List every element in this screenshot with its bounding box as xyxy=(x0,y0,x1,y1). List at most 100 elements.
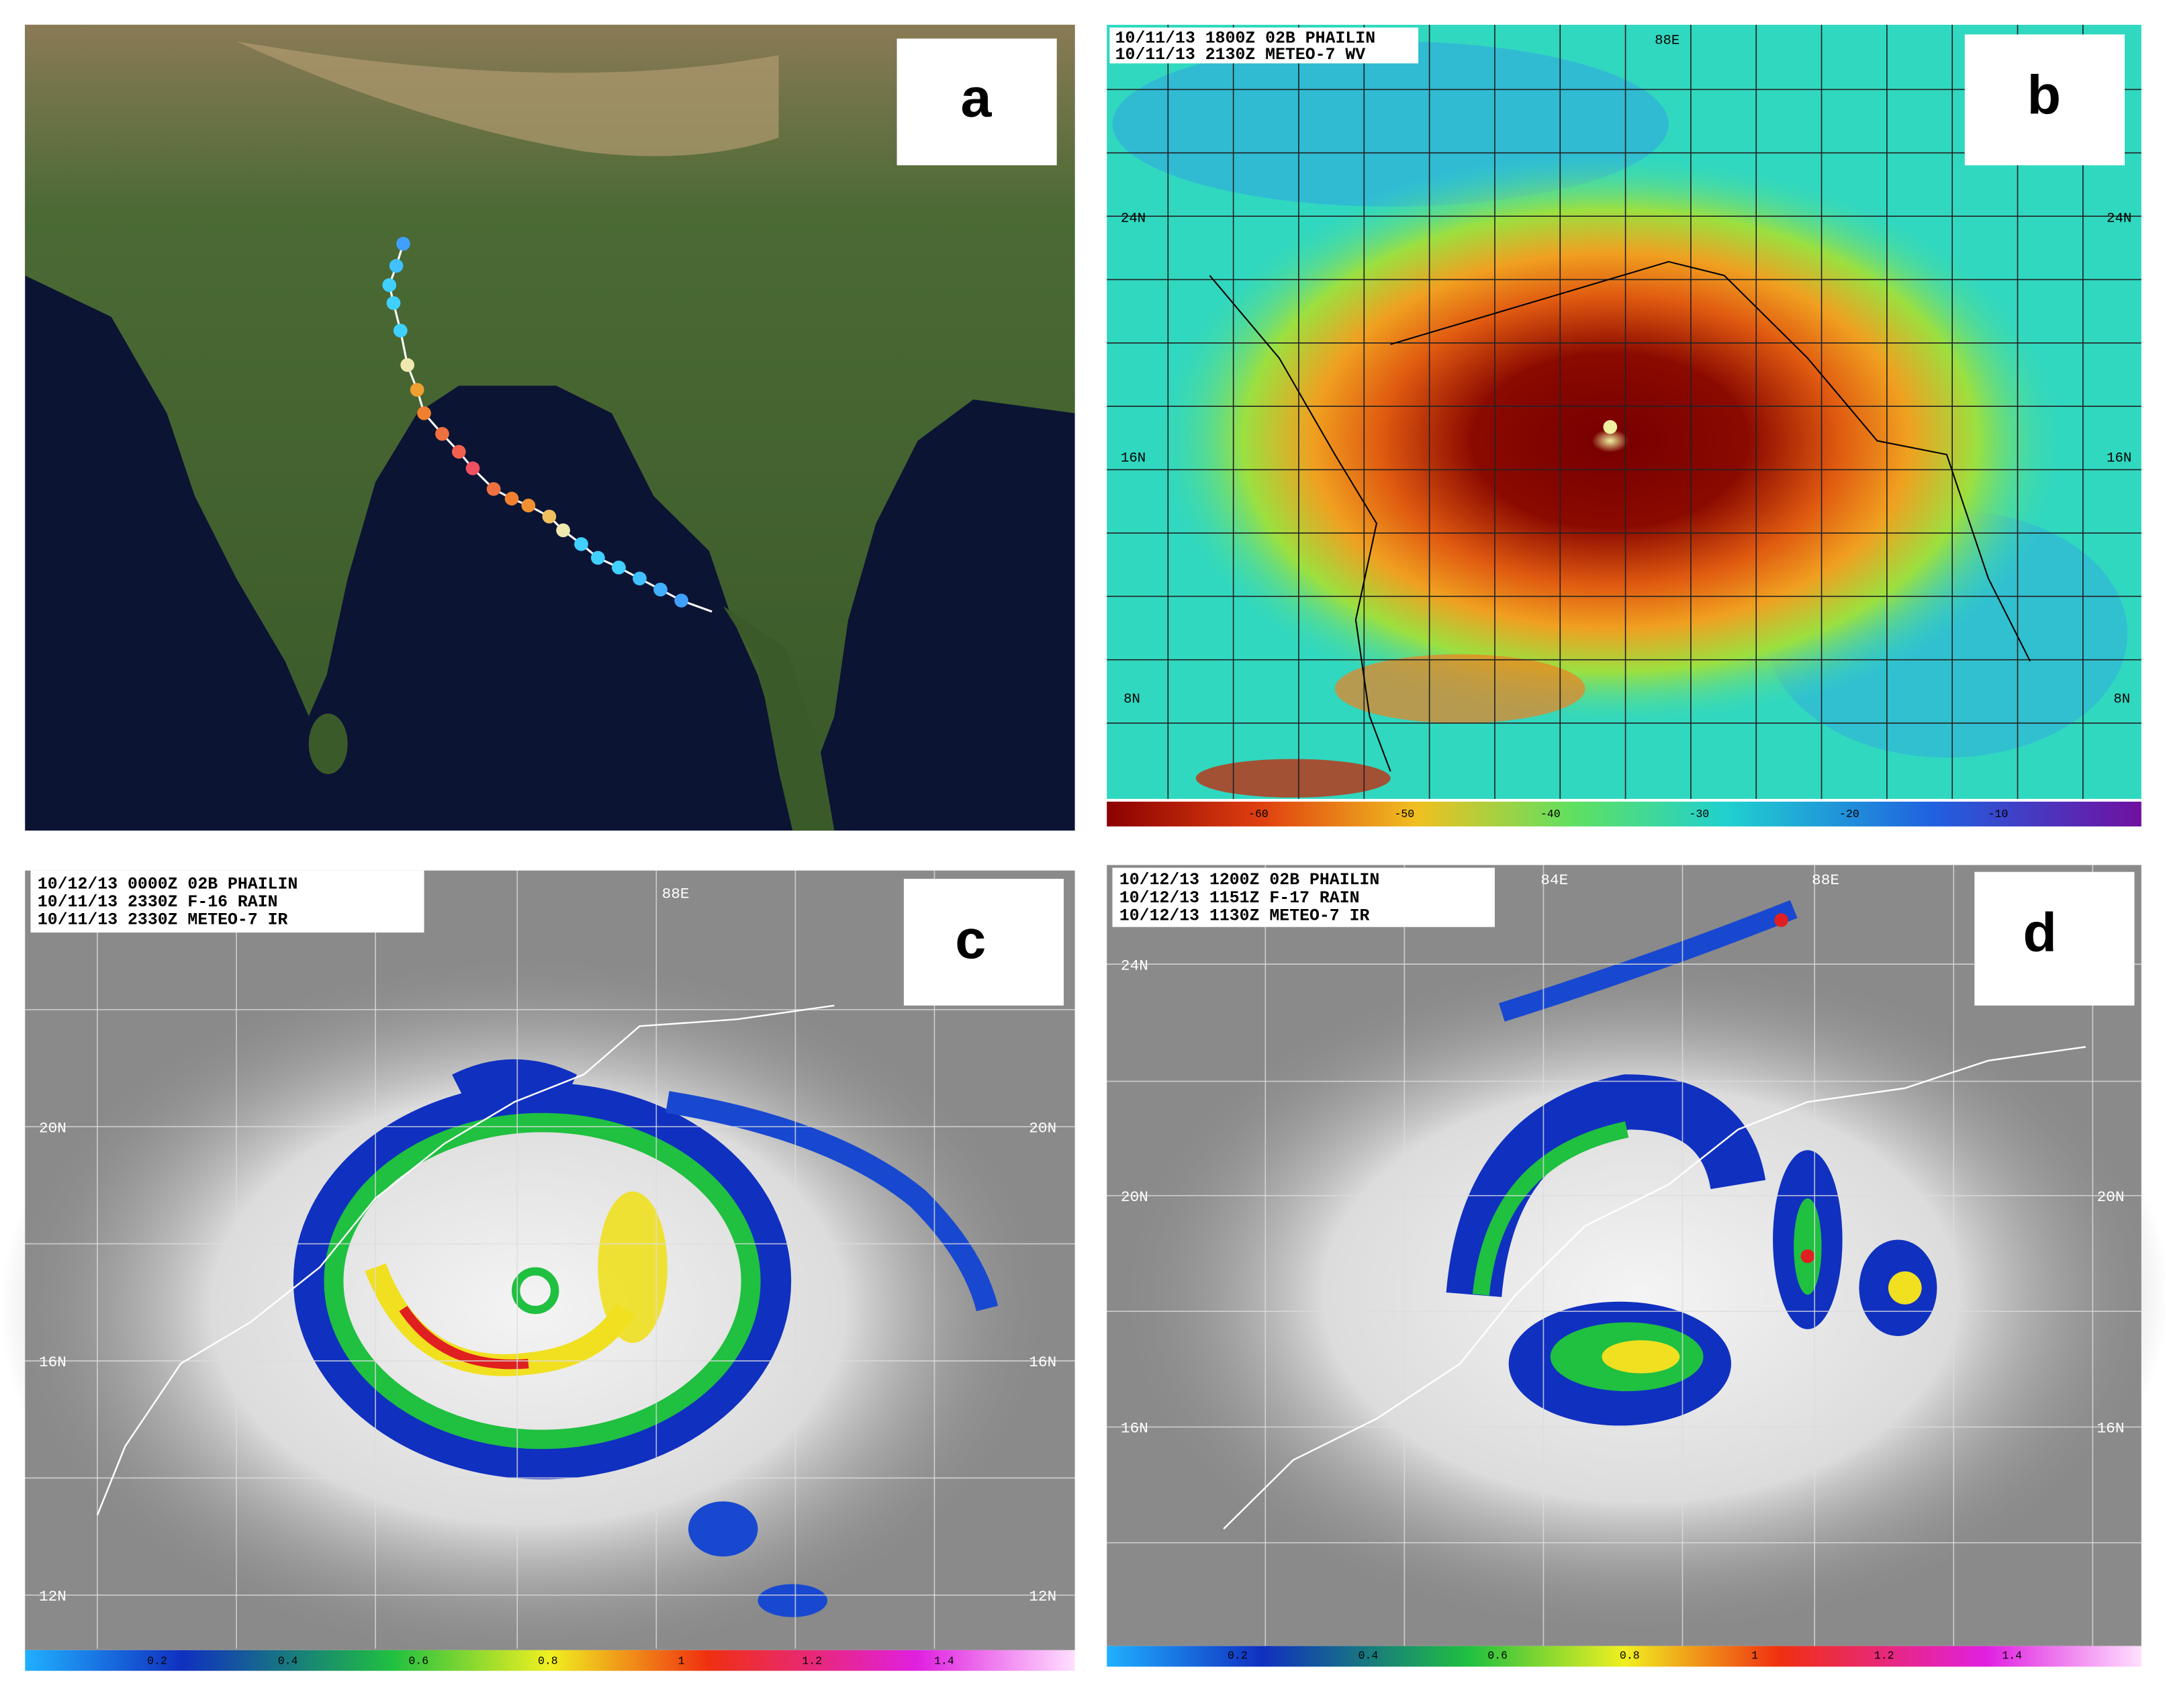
lon-label: 84E xyxy=(1540,871,1568,889)
lon-label: 88E xyxy=(1655,34,1679,49)
himalaya xyxy=(236,41,779,156)
track-point xyxy=(653,582,667,597)
panel-c: 10/12/13 0000Z 02B PHAILIN 10/11/13 2330… xyxy=(0,870,1075,1671)
header-box xyxy=(1109,28,1419,64)
header-box xyxy=(30,870,424,933)
lat-label: 24N xyxy=(2107,211,2131,226)
track-point xyxy=(504,491,519,506)
colorbar-label: -40 xyxy=(1540,808,1561,820)
header-line: 10/11/13 1800Z 02B PHAILIN xyxy=(1115,30,1375,48)
rain-cell xyxy=(688,1501,758,1557)
rain-band xyxy=(452,1059,578,1102)
panel-d: 10/12/13 1200Z 02B PHAILIN 10/12/13 1151… xyxy=(1107,865,2165,1667)
rain-band xyxy=(598,1191,667,1343)
lat-label: 12N xyxy=(1029,1588,1056,1605)
coastline xyxy=(96,1004,835,1516)
lat-label: 16N xyxy=(1029,1354,1056,1371)
colorbar-label: 0.6 xyxy=(408,1655,428,1668)
lon-label: 88E xyxy=(662,886,690,903)
rain-band xyxy=(1794,1198,1822,1295)
panel-label: d xyxy=(2023,902,2057,963)
colorbar xyxy=(1107,802,2141,826)
lat-label: 24N xyxy=(1121,957,1148,974)
panel-label: b xyxy=(2027,64,2062,126)
colorbar-label: 1.4 xyxy=(934,1655,954,1668)
rain-band xyxy=(665,1091,999,1312)
track-point xyxy=(410,383,424,397)
grid xyxy=(1107,865,2141,1646)
eyewall xyxy=(511,1267,559,1315)
grid xyxy=(1107,24,2141,799)
colorbar-label: 0.8 xyxy=(538,1655,558,1668)
coastline xyxy=(1223,1046,2086,1530)
panel-a: a xyxy=(25,24,1075,831)
lon-label: 88E xyxy=(1812,871,1839,889)
lat-label: 20N xyxy=(39,1120,66,1137)
rain-core xyxy=(399,1306,529,1370)
rain-core xyxy=(1800,1249,1815,1264)
panel-b: 10/11/13 1800Z 02B PHAILIN 10/11/13 2130… xyxy=(1107,24,2141,826)
lat-label: 16N xyxy=(39,1354,66,1371)
colorbar xyxy=(25,1650,1075,1671)
colorbar-label: 0.2 xyxy=(147,1655,167,1668)
rain-band xyxy=(1446,1074,1766,1298)
colorbar-label: 1.4 xyxy=(2002,1649,2022,1662)
peninsula xyxy=(723,606,835,831)
rain-cell xyxy=(1888,1271,1922,1304)
lat-label: 20N xyxy=(1029,1120,1056,1137)
track-point xyxy=(674,594,688,608)
track-point xyxy=(556,523,570,538)
header-line: 10/12/13 1130Z METEO-7 IR xyxy=(1119,907,1370,926)
rain-cell xyxy=(757,1584,828,1617)
lat-label: 16N xyxy=(2107,450,2131,466)
lat-label: 16N xyxy=(2097,1420,2125,1437)
track-point xyxy=(451,444,466,459)
lat-label: 20N xyxy=(1121,1188,1148,1206)
rain-core xyxy=(1602,1340,1680,1374)
panel-label: c xyxy=(955,908,986,970)
lat-label: 24N xyxy=(1121,211,1146,226)
land xyxy=(25,24,1075,771)
header-line: 10/12/13 0000Z 02B PHAILIN xyxy=(38,875,297,894)
track-point xyxy=(591,551,605,565)
header-line: 10/11/13 2330Z METEO-7 IR xyxy=(38,911,288,930)
track-point xyxy=(389,258,404,273)
track-point xyxy=(417,406,431,420)
panel-label: a xyxy=(961,67,993,129)
colorbar-label: 1.2 xyxy=(802,1655,822,1668)
rain-band xyxy=(1472,1121,1629,1296)
colorbar-label: -60 xyxy=(1248,808,1269,820)
header-box xyxy=(1112,867,1495,927)
track-point xyxy=(486,482,501,496)
colorbar-label: -30 xyxy=(1689,808,1709,820)
lat-label: 12N xyxy=(39,1588,66,1605)
eye xyxy=(1603,420,1618,434)
lat-label: 8N xyxy=(1123,692,1140,707)
wv-band xyxy=(1334,654,1585,724)
colorbar-label: 0.4 xyxy=(278,1655,298,1668)
colorbar-label: 1.2 xyxy=(1874,1649,1894,1662)
track-point xyxy=(612,561,626,575)
lat-label: 16N xyxy=(1121,450,1146,466)
track-point xyxy=(465,461,480,475)
header-line: 10/11/13 2130Z METEO-7 WV xyxy=(1115,46,1366,64)
label-box xyxy=(1964,34,2125,166)
track-point xyxy=(396,236,410,251)
colorbar-label: 0.2 xyxy=(1228,1649,1248,1662)
track-point xyxy=(382,278,397,292)
track-point xyxy=(574,537,588,551)
coastline xyxy=(1209,260,2031,772)
cloud-mass xyxy=(1112,950,2165,1640)
colorbar-label: 0.8 xyxy=(1620,1649,1640,1662)
rain-ring xyxy=(324,1112,761,1450)
colorbar-label: -50 xyxy=(1394,808,1414,820)
label-box xyxy=(896,38,1057,166)
label-box xyxy=(903,878,1064,1006)
track-point xyxy=(542,510,557,524)
track-points xyxy=(382,236,688,608)
track-point xyxy=(386,296,401,310)
lat-label: 20N xyxy=(2097,1188,2125,1206)
